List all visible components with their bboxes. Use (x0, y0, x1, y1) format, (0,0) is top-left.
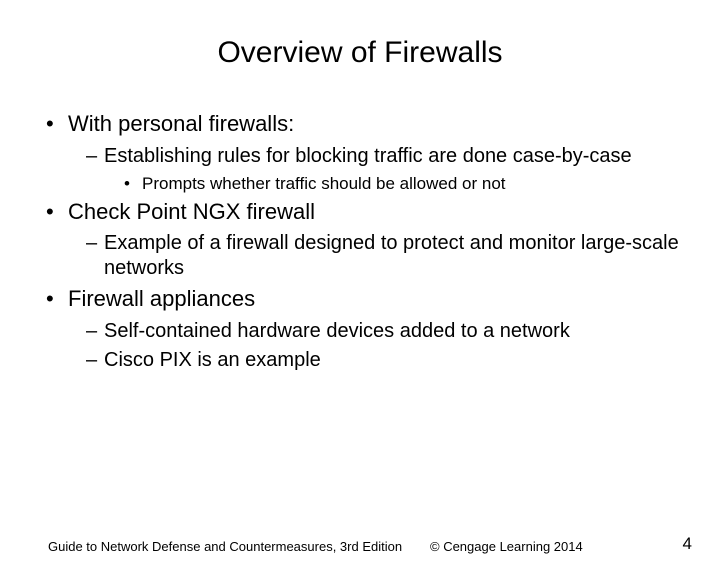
bullet-text: Establishing rules for blocking traffic … (104, 145, 632, 167)
bullet-lvl2: Establishing rules for blocking traffic … (86, 144, 680, 169)
slide-title: Overview of Firewalls (0, 36, 720, 70)
bullet-text: Firewall appliances (68, 286, 255, 311)
bullet-text: With personal firewalls: (68, 111, 294, 136)
page-number: 4 (683, 534, 692, 554)
bullet-lvl1: Firewall appliances (48, 285, 680, 313)
bullet-lvl2: Example of a firewall designed to protec… (86, 231, 680, 281)
slide-footer: Guide to Network Defense and Countermeas… (0, 534, 720, 554)
bullet-text: Prompts whether traffic should be allowe… (142, 174, 506, 193)
bullet-lvl3: Prompts whether traffic should be allowe… (124, 173, 680, 194)
footer-copyright: © Cengage Learning 2014 (430, 539, 583, 554)
bullet-text: Cisco PIX is an example (104, 349, 321, 371)
slide-container: Overview of Firewalls With personal fire… (0, 36, 720, 576)
bullet-lvl2: Cisco PIX is an example (86, 348, 680, 373)
slide-content: With personal firewalls: Establishing ru… (0, 110, 720, 373)
bullet-lvl1: With personal firewalls: (48, 110, 680, 138)
bullet-text: Self-contained hardware devices added to… (104, 320, 570, 342)
bullet-text: Example of a firewall designed to protec… (104, 232, 679, 279)
footer-left-text: Guide to Network Defense and Countermeas… (48, 539, 402, 554)
bullet-text: Check Point NGX firewall (68, 199, 315, 224)
bullet-lvl2: Self-contained hardware devices added to… (86, 319, 680, 344)
bullet-lvl1: Check Point NGX firewall (48, 198, 680, 226)
